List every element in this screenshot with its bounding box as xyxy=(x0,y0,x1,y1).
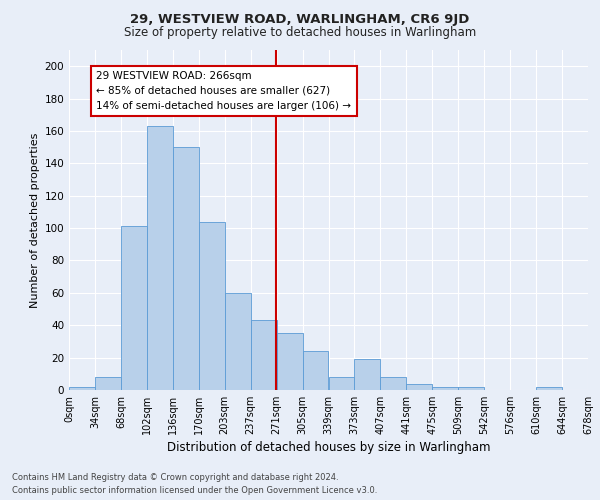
Bar xyxy=(432,387,458,390)
Text: Contains public sector information licensed under the Open Government Licence v3: Contains public sector information licen… xyxy=(12,486,377,495)
Bar xyxy=(251,320,277,390)
Text: 29 WESTVIEW ROAD: 266sqm
← 85% of detached houses are smaller (627)
14% of semi-: 29 WESTVIEW ROAD: 266sqm ← 85% of detach… xyxy=(97,71,352,110)
Bar xyxy=(406,384,432,390)
Bar xyxy=(147,126,173,390)
X-axis label: Distribution of detached houses by size in Warlingham: Distribution of detached houses by size … xyxy=(167,441,490,454)
Bar xyxy=(277,334,302,390)
Bar xyxy=(95,377,121,390)
Bar xyxy=(199,222,224,390)
Text: Contains HM Land Registry data © Crown copyright and database right 2024.: Contains HM Land Registry data © Crown c… xyxy=(12,472,338,482)
Bar xyxy=(224,293,251,390)
Text: Size of property relative to detached houses in Warlingham: Size of property relative to detached ho… xyxy=(124,26,476,39)
Bar xyxy=(458,387,484,390)
Y-axis label: Number of detached properties: Number of detached properties xyxy=(30,132,40,308)
Bar xyxy=(69,387,95,390)
Bar xyxy=(380,377,406,390)
Bar xyxy=(355,359,380,390)
Bar xyxy=(536,387,562,390)
Text: 29, WESTVIEW ROAD, WARLINGHAM, CR6 9JD: 29, WESTVIEW ROAD, WARLINGHAM, CR6 9JD xyxy=(130,12,470,26)
Bar xyxy=(329,377,355,390)
Bar xyxy=(302,351,329,390)
Bar xyxy=(173,147,199,390)
Bar xyxy=(121,226,147,390)
